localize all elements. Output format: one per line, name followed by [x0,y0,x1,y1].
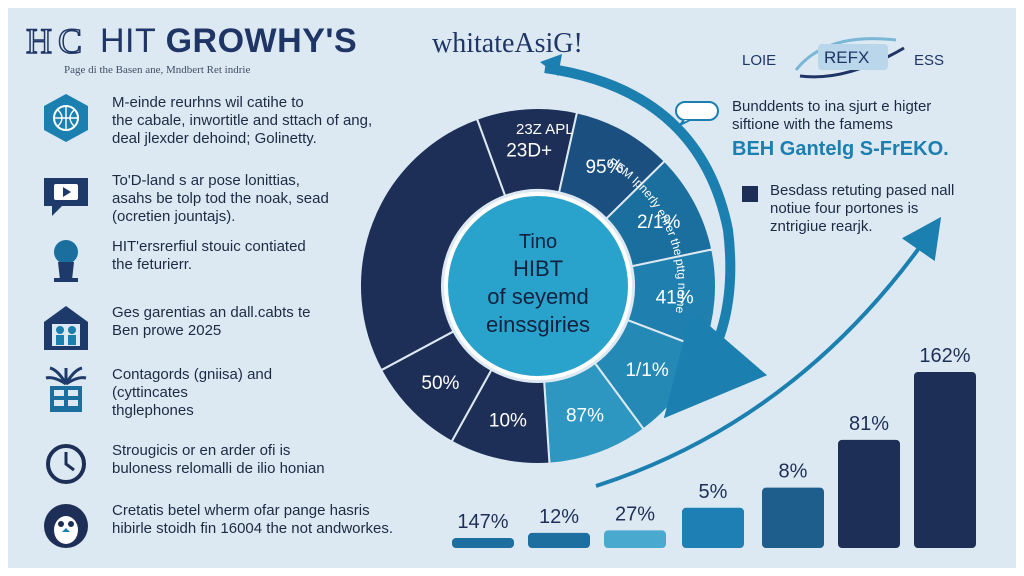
video-chat-icon [44,178,88,216]
donut-slice-label: 1/1% [625,360,668,381]
donut-slice-label: 41% [656,288,694,309]
list-item-text: HIT'ersrerfiul stouic contiated the fetu… [112,238,306,273]
page-title: H C HIT GROWHY'S whitateAsiG! [24,16,664,66]
title-script: whitateAsiG! [432,28,583,59]
list-item-text: Cretatis betel wherm ofar pange hasris h… [112,502,394,537]
speech-bubble-icon [675,101,719,126]
bar [682,507,744,548]
growth-arrow-curve [595,216,942,488]
donut-outer-label: 23Z APL [516,121,574,138]
title-part1: HIT [100,22,166,60]
list-item: Cretatis betel wherm ofar pange hasris h… [40,500,393,556]
callout-emphasis: BEH Gantelg S-FrEKO. [732,138,949,160]
brand-logo: LOIE REFX ESS [734,30,954,84]
donut-center-text: Tino [519,231,557,253]
svg-text:H: H [26,21,52,60]
globe-badge-icon [44,94,88,142]
list-item-text: To'D-land s ar pose lonittias, asahs be … [112,172,329,225]
page-subtitle: Page di the Basen ane, Mndbert Ret indri… [64,64,251,76]
bar-label: 162% [919,345,970,367]
bar [762,487,824,548]
list-item-text: Strougicis or en arder ofi is buloness r… [112,442,325,477]
brand-center-text: REFX [824,48,869,67]
house-group-icon [44,306,88,350]
list-item-text: Ges garentias an dall.cabts te Ben prowe… [112,304,311,339]
server-plant-icon [45,366,87,412]
donut-center-text: einssgiries [486,312,590,337]
list-item-text: M-einde reurhns wil catihe to the cabale… [112,94,373,147]
donut-slice-label: 87% [566,406,604,427]
title-main: HIT GROWHY'S [100,22,357,61]
bar [838,439,900,548]
donut-arrow-curve [544,63,768,419]
bar-label: 12% [539,506,579,528]
note-marker [742,186,758,202]
svg-text:C: C [58,21,82,60]
donut-center-text: of seyemd [487,284,589,309]
bar-label: 5% [699,481,728,503]
donut-slice-label: 95% [585,157,623,178]
clock-icon [46,444,86,484]
list-item: M-einde reurhns wil catihe to the cabale… [40,92,380,148]
callout-text: Bunddents to ina sjurt e higter siftione… [732,98,932,133]
list-item: To'D-land s ar pose lonittias, asahs be … [40,170,380,226]
penguin-icon [44,504,88,548]
list-item: Ges garentias an dall.cabts te Ben prowe… [40,302,380,358]
bar-label: 147% [457,511,508,533]
bar-label: 27% [615,503,655,525]
bar [914,372,976,548]
donut-arrow-head [540,54,562,76]
donut-slice-label: 10% [489,411,527,432]
list-item: HIT'ersrerfiul stouic contiated the fetu… [40,236,380,292]
donut-center [444,192,632,380]
brand-left-text: LOIE [742,52,777,69]
donut-slice [359,117,507,372]
list-item: Strougicis or en arder ofi is buloness r… [40,440,380,496]
list-item: Contagords (gniisa) and (cyttincates thg… [40,364,380,420]
note-text: Besdass retuting pased nall notiue four … [770,182,955,235]
donut-slice-label: 50% [421,373,459,394]
bar-label: 8% [779,461,808,483]
title-part2: GROWHY'S [165,22,358,60]
donut-slice-label: 2/1% [637,212,680,233]
ornate-monogram-icon: H C [25,20,83,60]
person-icon [54,240,78,282]
donut-slice-label: 23D+ [506,140,552,161]
list-item-text: Contagords (gniisa) and (cyttincates thg… [112,366,273,419]
swoosh-logo-icon: REFX [794,37,905,79]
brand-right-text: ESS [914,52,945,69]
bar [604,530,666,548]
donut-center-text: HIBT [513,256,563,281]
bar-label: 81% [849,413,889,435]
bar [452,537,514,548]
bar [528,532,590,548]
